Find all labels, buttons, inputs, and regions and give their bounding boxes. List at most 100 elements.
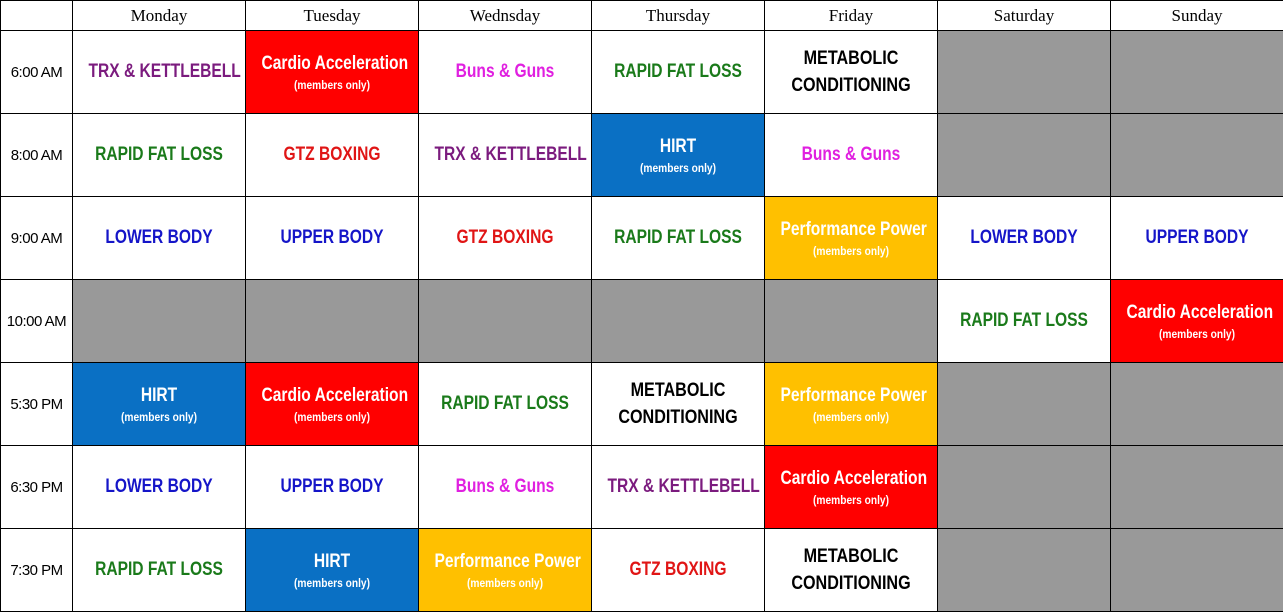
day-header-tuesday: Tuesday [246, 1, 419, 31]
empty-slot-thursday [592, 280, 765, 363]
time-slot-row: 10:00 AM RAPID FAT LOSS Cardio Acceleratio… [1, 280, 1283, 363]
day-header-friday: Friday [765, 1, 938, 31]
class-cell-thursday: METABOLIC CONDITIONING [592, 363, 765, 446]
class-name: RAPID FAT LOSS [607, 225, 748, 251]
class-name: METABOLIC CONDITIONING [778, 543, 924, 597]
class-cell-monday: RAPID FAT LOSS [73, 114, 246, 197]
time-label: 5:30 PM [1, 363, 73, 446]
class-cell-wednesday: Performance Power(members only) [419, 529, 592, 612]
class-cell-tuesday: UPPER BODY [246, 197, 419, 280]
class-cell-monday: HIRT(members only) [73, 363, 246, 446]
class-cell-friday: Performance Power(members only) [765, 363, 938, 446]
class-cell-saturday: LOWER BODY [938, 197, 1111, 280]
members-only-note: (members only) [778, 492, 924, 508]
class-name: Cardio Acceleration [261, 383, 402, 409]
class-name: UPPER BODY [261, 225, 402, 251]
day-header-row: Monday Tuesday Wednsday Thursday Friday … [1, 1, 1283, 31]
empty-slot-sunday [1111, 363, 1283, 446]
time-slot-row: 6:00 AM TRX & KETTLEBELL Cardio Accelerati… [1, 31, 1283, 114]
class-cell-saturday: RAPID FAT LOSS [938, 280, 1111, 363]
class-cell-wednesday: Buns & Guns [419, 446, 592, 529]
class-cell-wednesday: GTZ BOXING [419, 197, 592, 280]
class-name: TRX & KETTLEBELL [434, 142, 575, 168]
class-cell-friday: METABOLIC CONDITIONING [765, 31, 938, 114]
class-name: Performance Power [434, 549, 575, 575]
class-cell-friday: Performance Power(members only) [765, 197, 938, 280]
class-name: TRX & KETTLEBELL [88, 59, 229, 85]
class-name: RAPID FAT LOSS [953, 308, 1094, 334]
class-cell-sunday: UPPER BODY [1111, 197, 1283, 280]
class-cell-friday: METABOLIC CONDITIONING [765, 529, 938, 612]
empty-slot-sunday [1111, 446, 1283, 529]
class-name: GTZ BOXING [261, 142, 402, 168]
time-label: 8:00 AM [1, 114, 73, 197]
class-cell-wednesday: TRX & KETTLEBELL [419, 114, 592, 197]
day-header-thursday: Thursday [592, 1, 765, 31]
schedule-body: 6:00 AM TRX & KETTLEBELL Cardio Accelerati… [1, 31, 1283, 612]
time-label: 10:00 AM [1, 280, 73, 363]
members-only-note: (members only) [432, 575, 578, 591]
empty-slot-wednesday [419, 280, 592, 363]
class-name: GTZ BOXING [434, 225, 575, 251]
class-name: RAPID FAT LOSS [88, 142, 229, 168]
day-header-sunday: Sunday [1111, 1, 1283, 31]
class-name: RAPID FAT LOSS [434, 391, 575, 417]
class-name: METABOLIC CONDITIONING [778, 45, 924, 99]
members-only-note: (members only) [259, 409, 405, 425]
empty-slot-saturday [938, 529, 1111, 612]
members-only-note: (members only) [86, 409, 232, 425]
members-only-note: (members only) [778, 243, 924, 259]
class-name: HIRT [261, 549, 402, 575]
class-name: Cardio Acceleration [261, 51, 402, 77]
day-header-monday: Monday [73, 1, 246, 31]
class-cell-tuesday: Cardio Acceleration(members only) [246, 363, 419, 446]
members-only-note: (members only) [1124, 326, 1270, 342]
class-cell-monday: LOWER BODY [73, 197, 246, 280]
class-name: HIRT [88, 383, 229, 409]
day-header-wednesday: Wednsday [419, 1, 592, 31]
empty-slot-sunday [1111, 529, 1283, 612]
day-header-saturday: Saturday [938, 1, 1111, 31]
class-name: LOWER BODY [88, 225, 229, 251]
class-cell-tuesday: UPPER BODY [246, 446, 419, 529]
empty-slot-saturday [938, 114, 1111, 197]
empty-slot-sunday [1111, 31, 1283, 114]
class-cell-tuesday: HIRT(members only) [246, 529, 419, 612]
class-cell-thursday: HIRT(members only) [592, 114, 765, 197]
class-name: Buns & Guns [434, 474, 575, 500]
class-cell-friday: Cardio Acceleration(members only) [765, 446, 938, 529]
class-cell-thursday: RAPID FAT LOSS [592, 197, 765, 280]
members-only-note: (members only) [259, 575, 405, 591]
class-cell-monday: LOWER BODY [73, 446, 246, 529]
class-cell-friday: Buns & Guns [765, 114, 938, 197]
class-name: METABOLIC CONDITIONING [605, 377, 751, 431]
class-cell-sunday: Cardio Acceleration(members only) [1111, 280, 1283, 363]
time-label: 6:00 AM [1, 31, 73, 114]
class-name: Performance Power [780, 383, 921, 409]
empty-slot-monday [73, 280, 246, 363]
class-name: RAPID FAT LOSS [88, 557, 229, 583]
class-name: HIRT [607, 134, 748, 160]
empty-slot-saturday [938, 363, 1111, 446]
class-name: Cardio Acceleration [1126, 300, 1267, 326]
class-cell-thursday: RAPID FAT LOSS [592, 31, 765, 114]
time-label: 7:30 PM [1, 529, 73, 612]
time-slot-row: 6:30 PM LOWER BODY UPPER BODY Buns & Guns TR… [1, 446, 1283, 529]
class-name: Buns & Guns [434, 59, 575, 85]
class-cell-thursday: GTZ BOXING [592, 529, 765, 612]
class-name: LOWER BODY [88, 474, 229, 500]
class-cell-thursday: TRX & KETTLEBELL [592, 446, 765, 529]
class-cell-monday: TRX & KETTLEBELL [73, 31, 246, 114]
class-name: RAPID FAT LOSS [607, 59, 748, 85]
empty-slot-friday [765, 280, 938, 363]
time-label: 6:30 PM [1, 446, 73, 529]
class-cell-tuesday: Cardio Acceleration(members only) [246, 31, 419, 114]
class-name: TRX & KETTLEBELL [607, 474, 748, 500]
header-corner [1, 1, 73, 31]
class-name: UPPER BODY [1126, 225, 1267, 251]
class-cell-wednesday: Buns & Guns [419, 31, 592, 114]
class-name: UPPER BODY [261, 474, 402, 500]
